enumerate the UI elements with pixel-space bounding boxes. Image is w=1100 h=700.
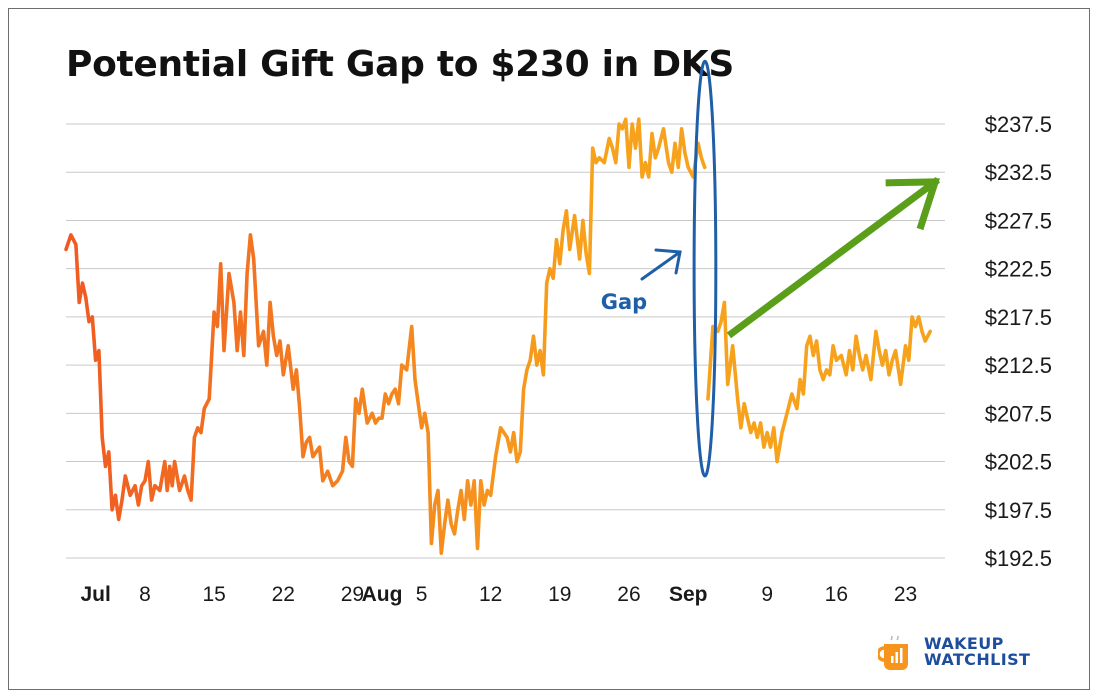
chart-title: Potential Gift Gap to $230 in DKS: [66, 44, 735, 85]
y-axis-ticks: $237.5 $232.5 $227.5 $222.5 $217.5 $212.5 $207…: [985, 112, 1052, 571]
y-tick-label: $207.5: [985, 401, 1052, 426]
y-tick-label: $212.5: [985, 353, 1052, 378]
y-tick-label: $222.5: [985, 257, 1052, 282]
x-tick-label: Jul: [80, 583, 110, 606]
grid-lines: [66, 123, 945, 559]
price-line: [706, 300, 932, 464]
price-series: [64, 117, 932, 555]
x-tick-label: 22: [272, 583, 295, 606]
x-tick-label: 12: [479, 583, 502, 606]
price-line: [64, 117, 707, 555]
x-tick-label: 15: [202, 583, 225, 606]
y-tick-label: $232.5: [985, 160, 1052, 185]
annotations: Gap: [601, 59, 941, 478]
logo-line-1: WAKEUP: [924, 634, 1004, 653]
x-tick-label: 9: [761, 583, 773, 606]
logo-wordmark: WAKEUP WATCHLIST: [924, 636, 1030, 668]
x-tick-label: 8: [139, 583, 151, 606]
gap-arrow: [640, 248, 682, 281]
gap-label: Gap: [601, 290, 647, 314]
x-tick-label: 26: [617, 583, 640, 606]
x-tick-label: 23: [894, 583, 917, 606]
target-arrow: [726, 176, 941, 339]
x-tick-label: Sep: [669, 583, 708, 606]
gap-ellipse: [692, 59, 718, 478]
coffee-mug-icon: [878, 636, 908, 670]
wakeup-watchlist-logo: WAKEUP WATCHLIST: [878, 634, 1048, 674]
x-tick-label: Aug: [362, 583, 403, 606]
y-tick-label: $237.5: [985, 112, 1052, 137]
y-tick-label: $217.5: [985, 305, 1052, 330]
y-tick-label: $227.5: [985, 208, 1052, 233]
x-tick-label: 5: [416, 583, 428, 606]
x-tick-label: 16: [825, 583, 848, 606]
y-tick-label: $192.5: [985, 546, 1052, 571]
x-tick-label: 29: [341, 583, 364, 606]
x-tick-label: 19: [548, 583, 571, 606]
logo-line-2: WATCHLIST: [924, 650, 1031, 669]
y-tick-label: $202.5: [985, 450, 1052, 475]
y-tick-label: $197.5: [985, 498, 1052, 523]
